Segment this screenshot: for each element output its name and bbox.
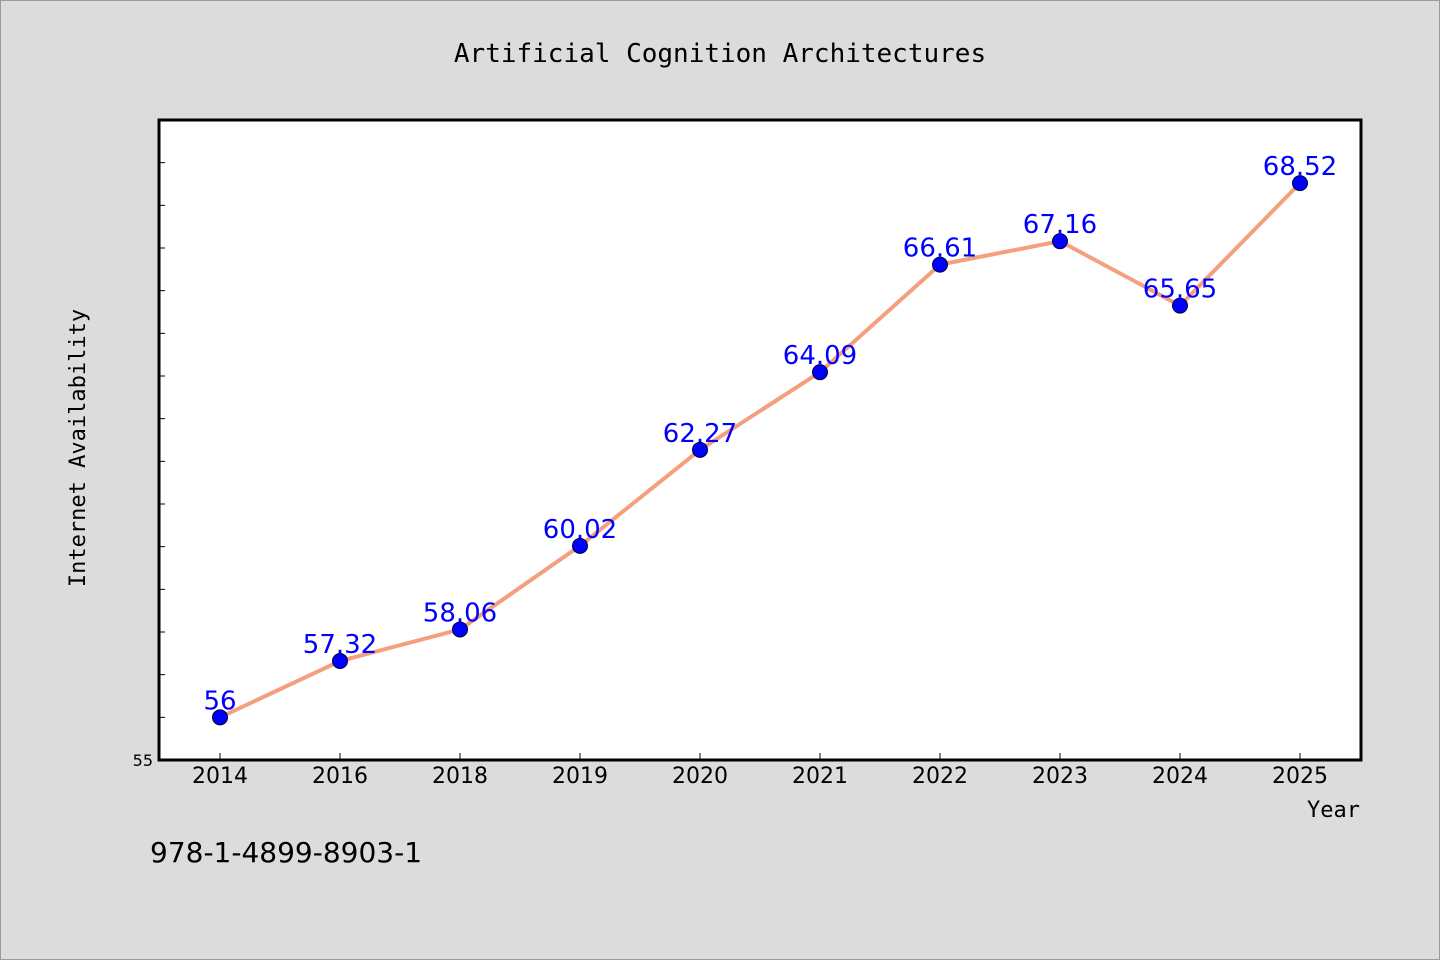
y-axis-ticks (159, 162, 165, 718)
x-tick-label: 2025 (1272, 764, 1328, 789)
data-label: 65.65 (1143, 275, 1217, 305)
chart-title: Artificial Cognition Architectures (454, 39, 986, 69)
data-marker (692, 441, 708, 458)
series-line (219, 181, 1302, 720)
data-marker (572, 537, 588, 554)
data-marker (1172, 297, 1188, 314)
data-marker (452, 621, 468, 638)
data-label: 62.27 (663, 419, 737, 449)
data-label: 66.61 (903, 234, 977, 264)
x-tick-label: 2019 (552, 764, 608, 789)
x-tick-label: 2018 (432, 764, 488, 789)
data-marker (1052, 233, 1068, 250)
data-marker (932, 256, 948, 273)
data-label: 68.52 (1263, 152, 1337, 182)
plot-area (157, 118, 1363, 762)
data-label: 67.16 (1023, 210, 1097, 240)
x-axis-label: Year (1307, 798, 1360, 823)
data-markers (212, 175, 1308, 726)
x-tick-label: 2016 (312, 764, 368, 789)
data-label: 57.32 (303, 630, 377, 660)
data-marker (1292, 175, 1308, 192)
data-label: 58.06 (423, 598, 497, 628)
footer-isbn: 978-1-4899-8903-1 (150, 836, 422, 869)
data-marker (812, 364, 828, 381)
data-marker (332, 653, 348, 670)
data-label: 60.02 (543, 515, 617, 545)
data-label: 64.09 (783, 341, 857, 371)
data-marker (212, 709, 228, 726)
x-tick-label: 2020 (672, 764, 728, 789)
x-tick-label: 2014 (192, 764, 248, 789)
x-tick-label: 2021 (792, 764, 848, 789)
x-tick-label: 2024 (1152, 764, 1208, 789)
data-label: 56 (203, 686, 236, 716)
y-tick-label-min: 55 (133, 751, 153, 770)
x-axis-tick-labels: 2014 2016 2018 2019 2020 2021 2022 2023 2024 2025 (192, 764, 1328, 789)
x-axis-ticks (219, 753, 1301, 760)
data-labels: 56 57.32 58.06 60.02 62.27 64.09 66.61 67.16 65.… (203, 152, 1337, 716)
x-tick-label: 2023 (1032, 764, 1088, 789)
x-tick-label: 2022 (912, 764, 968, 789)
y-axis-label: Internet Availability (66, 309, 91, 587)
